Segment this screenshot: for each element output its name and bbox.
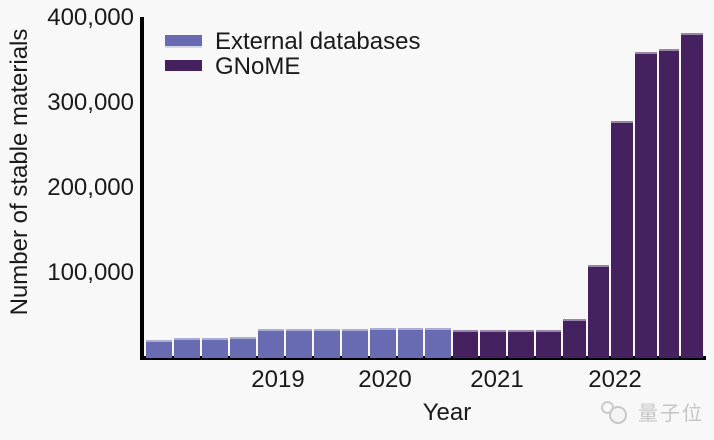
bar-gnome (507, 329, 534, 358)
watermark-bubble-icon (609, 406, 627, 424)
bar-external (173, 337, 200, 358)
bar-external (145, 340, 172, 358)
bar-gnome (535, 329, 562, 358)
bar-external (341, 329, 368, 358)
legend-label: GNoME (215, 53, 301, 80)
bar-gnome (452, 329, 479, 358)
legend-swatch-external (165, 35, 202, 48)
watermark: 量子位 (598, 399, 708, 429)
bar-gnome (611, 120, 634, 358)
bar-external (229, 336, 256, 358)
bar-gnome (681, 33, 704, 358)
x-tick-label: 2019 (251, 366, 305, 393)
bar-external (201, 337, 228, 358)
y-tick-label: 200,000 (47, 174, 134, 201)
watermark-text: 量子位 (638, 403, 704, 425)
y-tick-label: 100,000 (47, 259, 134, 286)
bar-gnome (587, 264, 610, 358)
legend-swatch-gnome (165, 60, 202, 71)
y-tick-label: 300,000 (47, 89, 134, 116)
bar-external (397, 328, 424, 358)
y-tick-label: 400,000 (47, 4, 134, 31)
bar-external (285, 329, 312, 358)
y-axis-line (140, 17, 144, 360)
legend-label: External databases (215, 28, 421, 55)
bar-external (313, 329, 340, 358)
bar-gnome (658, 49, 680, 358)
x-axis-title: Year (422, 399, 472, 426)
x-tick-label: 2021 (470, 366, 524, 393)
bar-gnome (480, 329, 506, 358)
bar-external (425, 328, 451, 358)
x-tick-label: 2022 (588, 366, 642, 393)
bar-external (369, 328, 396, 358)
x-tick-label: 2020 (358, 366, 412, 393)
bar-gnome (635, 52, 657, 358)
bar-external (257, 329, 284, 358)
bar-gnome (563, 318, 586, 358)
plot-area (145, 18, 704, 358)
